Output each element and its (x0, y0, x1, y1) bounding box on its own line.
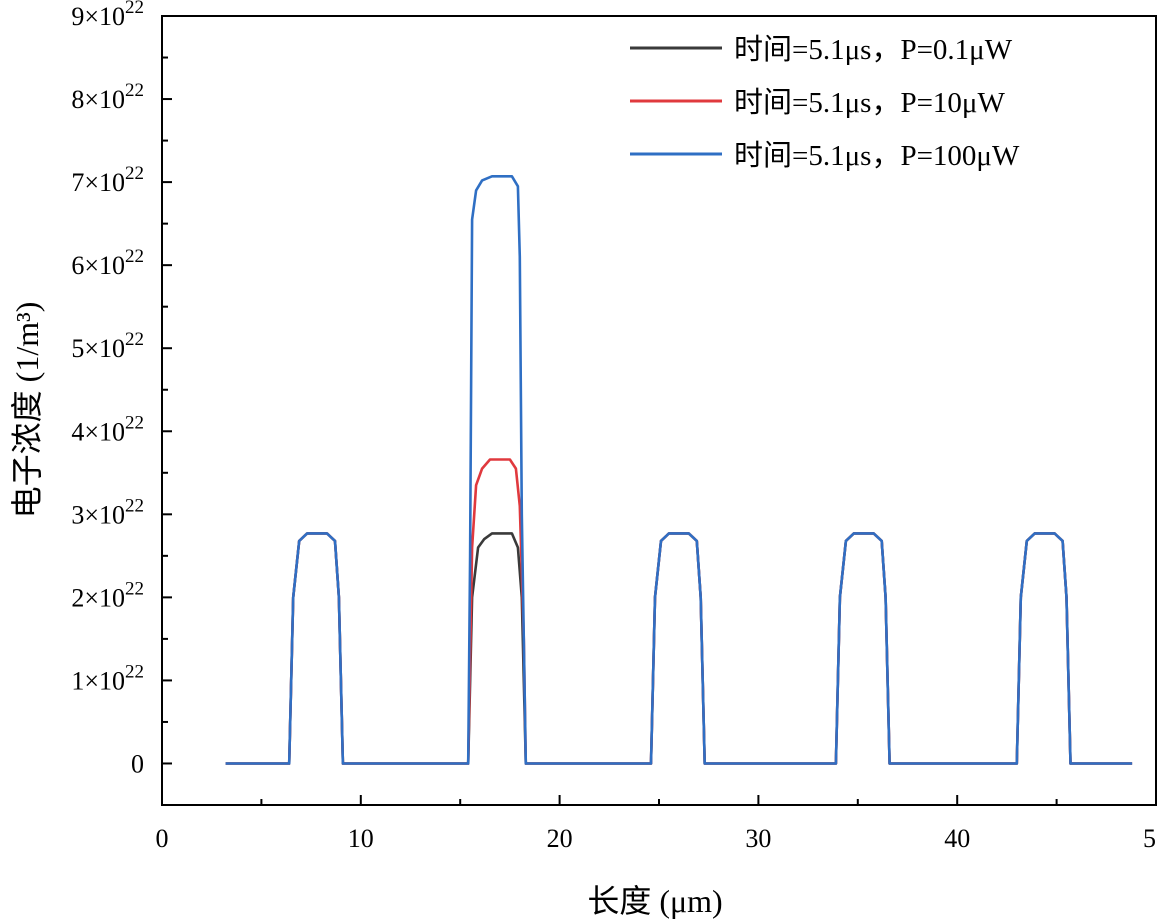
x-tick-label: 40 (944, 824, 970, 853)
y-tick-label: 4×1022 (71, 412, 144, 446)
plot-content (225, 175, 1133, 765)
y-tick-label: 2×1022 (71, 578, 144, 612)
y-tick-label: 6×1022 (71, 246, 144, 280)
y-tick-label: 1×1022 (71, 661, 144, 695)
series-line-2 (225, 175, 1133, 765)
y-axis-title: 电子浓度 (1/m³) (9, 302, 45, 519)
legend-label-1: 时间=5.1μs，P=10μW (734, 86, 1005, 119)
x-tick-label: 10 (348, 824, 374, 853)
x-tick-label: 30 (745, 824, 771, 853)
x-tick-label: 20 (547, 824, 573, 853)
y-tick-label: 0 (131, 749, 144, 778)
legend-label-0: 时间=5.1μs，P=0.1μW (734, 33, 1013, 66)
x-axis-title: 长度 (μm) (587, 883, 722, 919)
y-tick-label: 5×1022 (71, 329, 144, 363)
series-line-0 (225, 532, 1133, 765)
y-axis-ticks: 0 1×1022 2×1022 3×1022 4×1022 5×1022 6×1022 7×1… (71, 0, 172, 778)
legend-label-2: 时间=5.1μs，P=100μW (734, 139, 1020, 172)
x-tick-label: 0 (156, 824, 169, 853)
y-tick-label: 7×1022 (71, 163, 144, 197)
y-tick-label: 9×1022 (71, 0, 144, 31)
legend: 时间=5.1μs，P=0.1μW 时间=5.1μs，P=10μW 时间=5.1μs，… (630, 33, 1020, 172)
x-axis-ticks: 0 10 20 30 40 50 (156, 795, 1157, 853)
plot-frame (161, 15, 1157, 806)
x-tick-label: 50 (1143, 824, 1157, 853)
y-tick-label: 3×1022 (71, 495, 144, 529)
y-tick-label: 8×1022 (71, 80, 144, 114)
series-line-1 (225, 458, 1133, 765)
